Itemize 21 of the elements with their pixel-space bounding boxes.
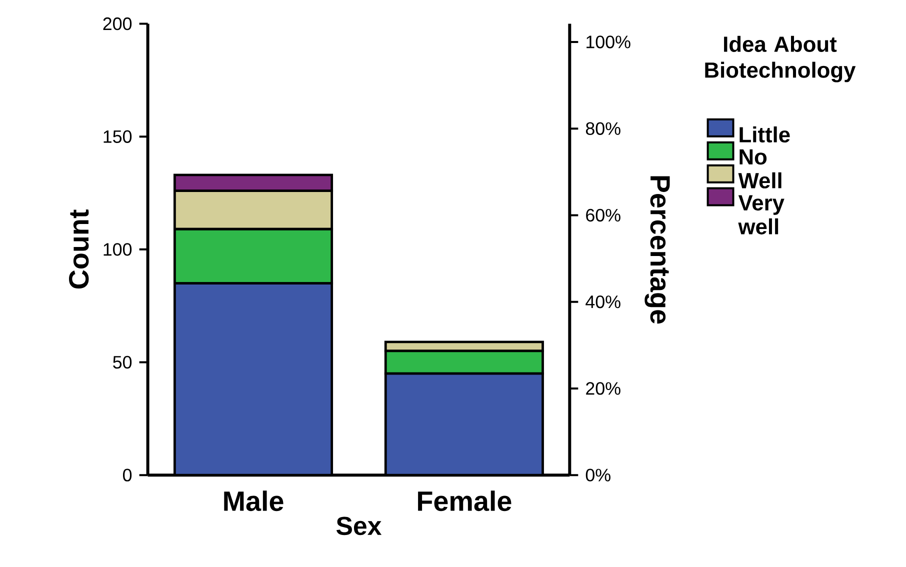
y-tick-label: 50 bbox=[113, 356, 132, 369]
y-tick-label: 200 bbox=[103, 18, 132, 30]
y2-tick-label: 40% bbox=[586, 296, 620, 308]
y-tick-label: 100 bbox=[104, 243, 132, 256]
x-axis-title: Sex bbox=[336, 516, 382, 536]
legend-label: Well bbox=[738, 172, 782, 189]
x-tick-label: Female bbox=[418, 490, 512, 512]
y2-axis-title: Percentage bbox=[644, 176, 670, 324]
x-tick-label: Male bbox=[224, 490, 284, 512]
y2-tick-label: 80% bbox=[586, 122, 620, 136]
legend-label: Little bbox=[740, 126, 790, 143]
y-axis-title: Count bbox=[68, 210, 89, 289]
legend-title: Idea About Biotechnology bbox=[705, 36, 856, 82]
y2-tick-label: 0% bbox=[586, 468, 610, 482]
legend-label: Very well bbox=[738, 195, 784, 235]
y-tick-label: 150 bbox=[104, 130, 132, 144]
y2-tick-label: 20% bbox=[586, 382, 620, 395]
legend-label: No bbox=[740, 149, 767, 165]
y2-tick-label: 60% bbox=[586, 208, 620, 222]
y-tick-label: 0 bbox=[123, 468, 132, 482]
y2-tick-label: 100% bbox=[586, 36, 630, 48]
